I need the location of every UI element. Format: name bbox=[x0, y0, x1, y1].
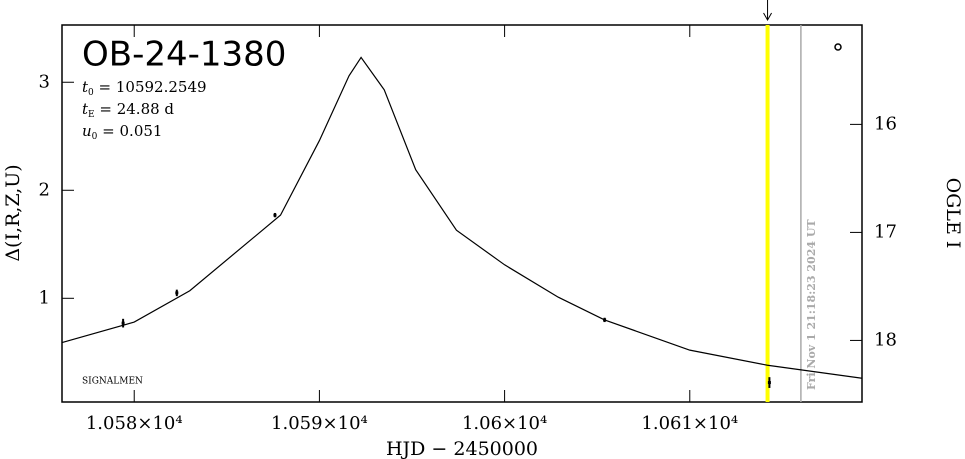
param-sub: E bbox=[88, 110, 95, 120]
y2-tick-label: 18 bbox=[874, 329, 897, 350]
y2-tick-label: 17 bbox=[874, 221, 897, 242]
y-tick-label: 1 bbox=[39, 287, 50, 308]
param: u0 = 0.051 bbox=[82, 122, 162, 142]
data-point bbox=[175, 291, 179, 295]
symbol bbox=[834, 43, 842, 51]
param-var: u bbox=[82, 122, 92, 140]
x-tick-label: 1.06×10⁴ bbox=[462, 413, 547, 434]
x-tick-label: 1.059×10⁴ bbox=[271, 413, 368, 434]
now-arrow bbox=[763, 0, 772, 22]
param: tE = 24.88 d bbox=[82, 100, 174, 120]
x-tick-label: 1.061×10⁴ bbox=[641, 413, 738, 434]
chart-title: OB-24-1380 bbox=[82, 35, 286, 75]
x-tick-label: 1.058×10⁴ bbox=[86, 413, 183, 434]
param-rest: = 10592.2549 bbox=[94, 78, 207, 96]
param-rest: = 24.88 d bbox=[95, 100, 175, 118]
credit: SIGNALMEN bbox=[82, 377, 143, 387]
param-sub: 0 bbox=[88, 88, 94, 98]
param-sub: 0 bbox=[92, 132, 98, 142]
data-point bbox=[273, 213, 277, 217]
model-curve bbox=[61, 56, 863, 379]
plot-frame bbox=[61, 24, 863, 403]
data-point bbox=[121, 321, 125, 325]
param: t0 = 10592.2549 bbox=[82, 78, 207, 98]
param-var: t bbox=[82, 100, 89, 118]
param-rest: = 0.051 bbox=[97, 122, 162, 140]
y2-axis-label: OGLE I bbox=[942, 178, 964, 249]
date-label: Fri Nov 1 21:18:23 2024 UT bbox=[805, 219, 818, 390]
y-axis-label: Δ(I,R,Z,U) bbox=[2, 164, 24, 261]
y-tick-label: 2 bbox=[39, 179, 50, 200]
y-tick-label: 3 bbox=[39, 71, 50, 92]
data-point bbox=[603, 318, 607, 322]
param-var: t bbox=[82, 78, 89, 96]
y2-tick-label: 16 bbox=[874, 113, 897, 134]
x-axis-label: HJD − 2450000 bbox=[386, 438, 538, 459]
data-point bbox=[767, 381, 771, 385]
